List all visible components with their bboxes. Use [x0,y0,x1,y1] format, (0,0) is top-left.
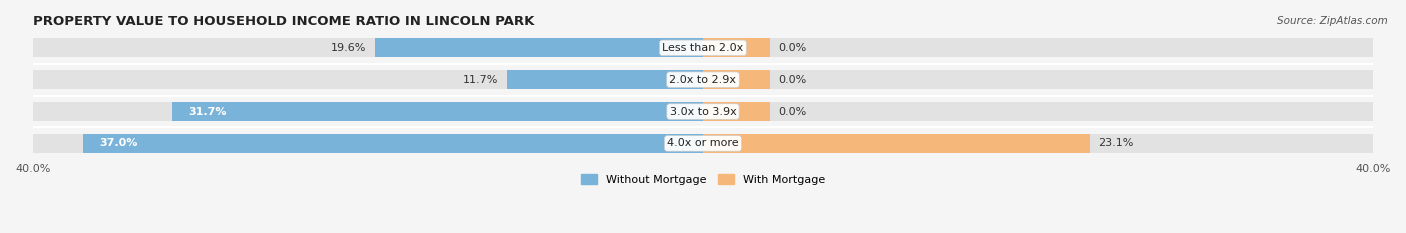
Text: 37.0%: 37.0% [100,138,138,148]
Text: 19.6%: 19.6% [330,43,366,53]
Text: 31.7%: 31.7% [188,106,226,116]
Legend: Without Mortgage, With Mortgage: Without Mortgage, With Mortgage [576,170,830,189]
Text: 4.0x or more: 4.0x or more [668,138,738,148]
Text: 0.0%: 0.0% [779,106,807,116]
Bar [703,134,1090,153]
Text: Source: ZipAtlas.com: Source: ZipAtlas.com [1277,16,1388,26]
Bar [32,102,1374,121]
Bar [703,38,770,57]
Text: 3.0x to 3.9x: 3.0x to 3.9x [669,106,737,116]
Text: 23.1%: 23.1% [1098,138,1133,148]
Text: Less than 2.0x: Less than 2.0x [662,43,744,53]
Text: 0.0%: 0.0% [779,75,807,85]
Bar [703,70,770,89]
Text: PROPERTY VALUE TO HOUSEHOLD INCOME RATIO IN LINCOLN PARK: PROPERTY VALUE TO HOUSEHOLD INCOME RATIO… [32,15,534,28]
Bar [32,38,1374,57]
Text: 2.0x to 2.9x: 2.0x to 2.9x [669,75,737,85]
Bar [32,70,1374,89]
Bar [508,70,703,89]
Bar [172,102,703,121]
Bar [32,134,1374,153]
Bar [83,134,703,153]
Text: 0.0%: 0.0% [779,43,807,53]
Text: 11.7%: 11.7% [463,75,499,85]
Bar [703,102,770,121]
Bar [374,38,703,57]
